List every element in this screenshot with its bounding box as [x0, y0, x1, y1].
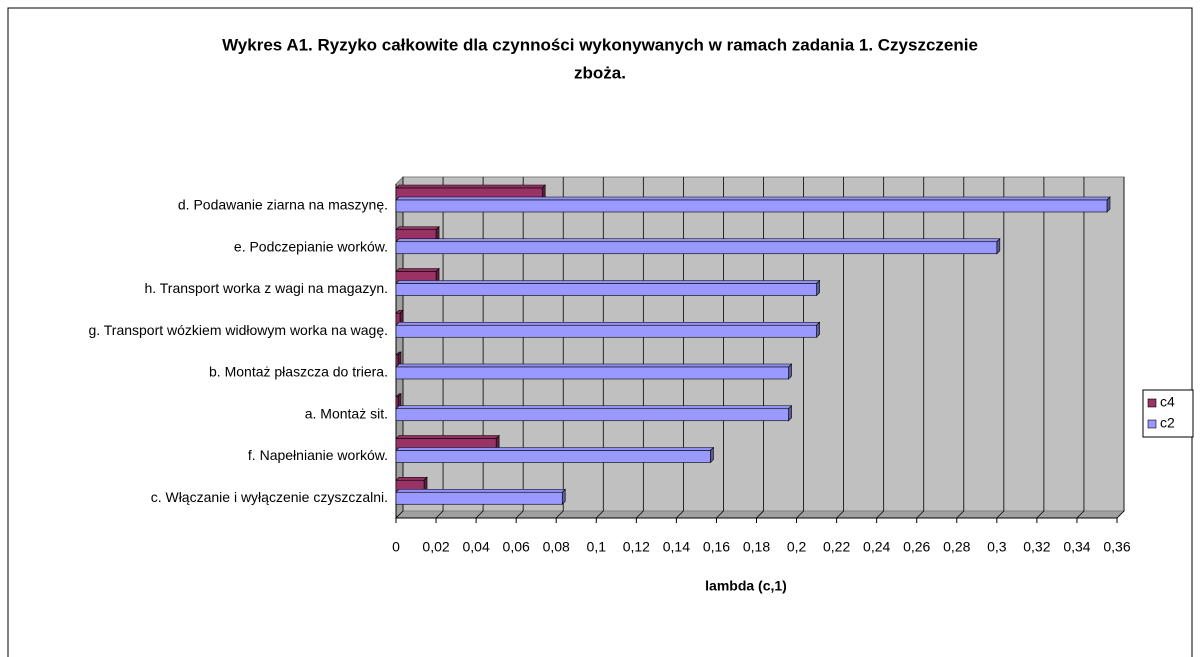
bar-side	[710, 446, 714, 464]
x-tick-label: 0,22	[823, 539, 850, 555]
x-tick-label: 0,2	[787, 539, 807, 555]
bar	[395, 241, 998, 255]
bar	[395, 283, 817, 296]
x-tick-label: 0,26	[903, 539, 930, 555]
bar-top	[395, 238, 1001, 243]
legend-box	[1142, 389, 1194, 438]
y-tick-label: c. Włączanie i wyłączenie czyszczalni.	[151, 489, 388, 505]
bar-side	[996, 238, 1001, 255]
bar	[395, 491, 563, 505]
x-tick-label: 0,34	[1063, 539, 1090, 555]
x-tick-label: 0,14	[663, 539, 690, 555]
x-tick-label: 0,02	[422, 539, 449, 555]
legend-swatch	[1147, 419, 1157, 429]
grid-line	[876, 177, 885, 519]
bar-top	[395, 447, 715, 451]
bar-side	[1106, 196, 1111, 213]
x-tick-label: 0,36	[1103, 539, 1130, 555]
y-tick-label: g. Transport wózkiem widłowym worka na w…	[88, 322, 388, 338]
x-tick-label: 0	[392, 539, 400, 555]
legend-label: c4	[1160, 394, 1175, 410]
grid-line	[916, 177, 925, 519]
bar	[395, 366, 789, 380]
bar-top	[395, 435, 500, 439]
bar-side	[816, 279, 820, 297]
bar-top	[395, 363, 793, 368]
grid-line	[1116, 177, 1125, 519]
x-tick-label: 0,28	[943, 539, 970, 555]
bar-side	[788, 363, 792, 380]
chart-title-line1: Wykres A1. Ryzyko całkowite dla czynnośc…	[222, 35, 978, 54]
bar	[395, 408, 789, 422]
y-tick-label: e. Podczepianie worków.	[234, 238, 388, 254]
bar-side	[816, 321, 820, 338]
chart-title-line2: zboża.	[574, 63, 626, 82]
bar	[395, 324, 817, 338]
bar-top	[395, 184, 546, 189]
bar-side	[561, 488, 566, 505]
legend-label: c2	[1160, 415, 1175, 431]
grid-line	[956, 177, 965, 519]
x-tick-label: 0,16	[703, 539, 730, 555]
grid-line	[1076, 177, 1085, 519]
x-tick-label: 0,24	[863, 539, 890, 555]
y-tick-label: b. Montaż płaszcza do triera.	[209, 364, 388, 380]
x-tick-label: 0,32	[1023, 539, 1050, 555]
bar-top	[395, 268, 440, 272]
grid-line	[1036, 177, 1045, 519]
grid-line	[996, 177, 1005, 519]
grid-line	[836, 177, 845, 519]
x-tick-label: 0,3	[987, 539, 1007, 555]
bar	[395, 199, 1108, 213]
bar-top	[395, 405, 793, 410]
x-tick-label: 0,08	[543, 539, 570, 555]
x-axis-label: lambda (c,1)	[705, 578, 787, 594]
x-tick-label: 0,06	[503, 539, 530, 555]
bar-top	[395, 476, 428, 481]
bar-side	[788, 405, 792, 422]
legend-swatch	[1147, 398, 1157, 408]
y-tick-label: f. Napełnianie worków.	[248, 447, 388, 463]
bar-top	[395, 488, 566, 493]
bar-top	[395, 321, 821, 326]
y-tick-label: h. Transport worka z wagi na magazyn.	[144, 280, 388, 296]
x-tick-label: 0,12	[623, 539, 650, 555]
y-tick-label: a. Montaż sit.	[305, 405, 388, 421]
y-tick-label: d. Podawanie ziarna na maszynę.	[178, 197, 388, 213]
bar-top	[395, 280, 821, 284]
bar-top	[395, 196, 1111, 201]
bar	[395, 450, 711, 463]
bar-top	[395, 226, 440, 231]
x-tick-label: 0,1	[587, 539, 607, 555]
x-tick-label: 0,18	[743, 539, 770, 555]
x-tick-label: 0,04	[462, 539, 489, 555]
